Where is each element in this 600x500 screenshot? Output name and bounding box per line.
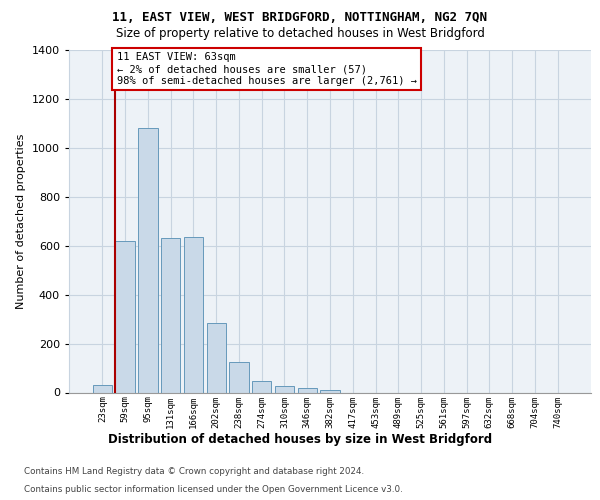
Bar <box>138 128 158 392</box>
Bar <box>93 385 112 392</box>
Bar <box>206 323 226 392</box>
Bar <box>229 362 248 392</box>
Bar <box>252 382 271 392</box>
Bar <box>320 390 340 392</box>
Bar <box>298 388 317 392</box>
Y-axis label: Number of detached properties: Number of detached properties <box>16 134 26 309</box>
Text: Contains public sector information licensed under the Open Government Licence v3: Contains public sector information licen… <box>24 485 403 494</box>
Text: 11, EAST VIEW, WEST BRIDGFORD, NOTTINGHAM, NG2 7QN: 11, EAST VIEW, WEST BRIDGFORD, NOTTINGHA… <box>113 11 487 24</box>
Text: Size of property relative to detached houses in West Bridgford: Size of property relative to detached ho… <box>116 28 484 40</box>
Bar <box>184 237 203 392</box>
Bar <box>275 386 294 392</box>
Text: Distribution of detached houses by size in West Bridgford: Distribution of detached houses by size … <box>108 432 492 446</box>
Text: 11 EAST VIEW: 63sqm
← 2% of detached houses are smaller (57)
98% of semi-detache: 11 EAST VIEW: 63sqm ← 2% of detached hou… <box>116 52 416 86</box>
Bar <box>161 238 181 392</box>
Text: Contains HM Land Registry data © Crown copyright and database right 2024.: Contains HM Land Registry data © Crown c… <box>24 468 364 476</box>
Bar <box>115 241 135 392</box>
